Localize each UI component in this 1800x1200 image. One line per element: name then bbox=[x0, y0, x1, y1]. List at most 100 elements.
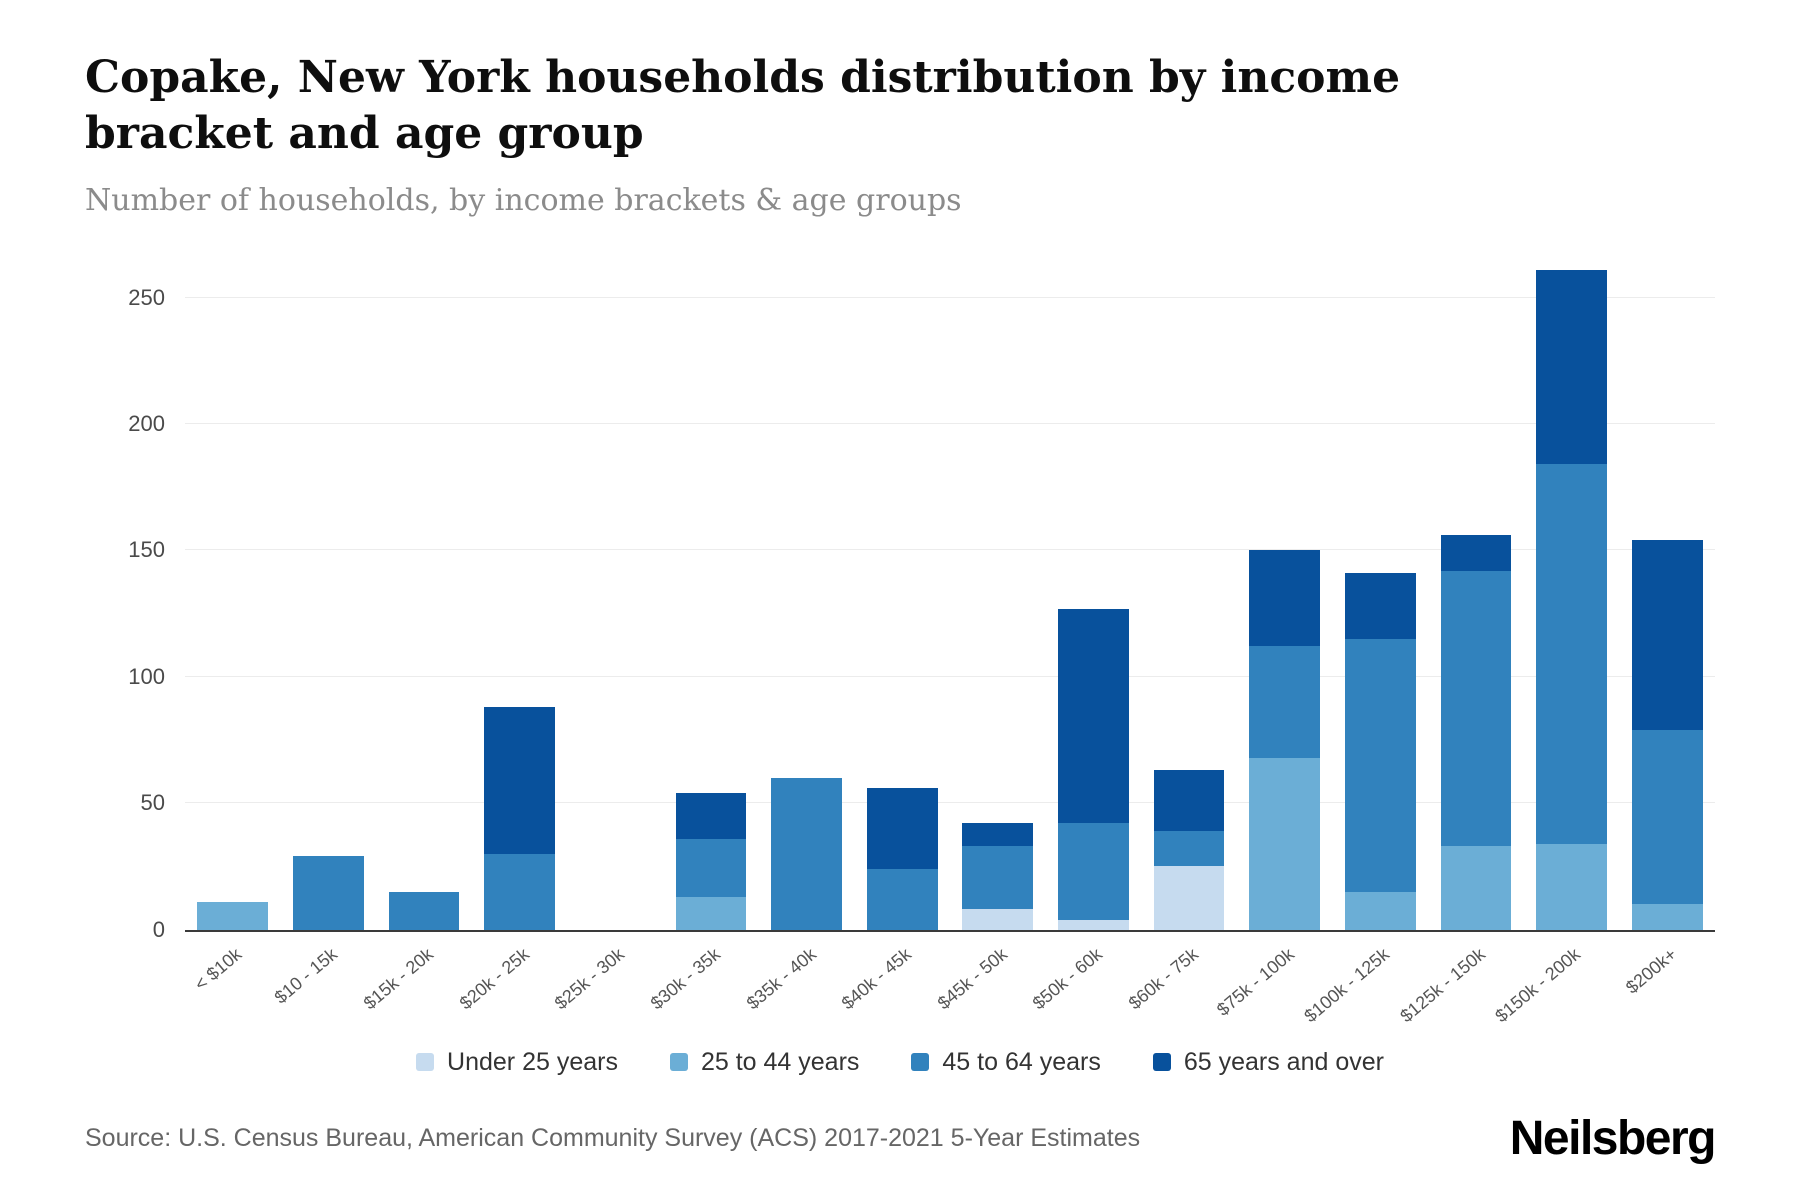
legend-label: Under 25 years bbox=[447, 1047, 618, 1076]
x-tick-label: $200k+ bbox=[1621, 943, 1681, 998]
bar-segment[interactable] bbox=[866, 788, 938, 869]
bar-segment[interactable] bbox=[675, 793, 747, 839]
bar-stack[interactable] bbox=[1153, 770, 1225, 930]
bar-stack[interactable] bbox=[388, 891, 460, 930]
bar-segment[interactable] bbox=[675, 838, 747, 897]
bar-column bbox=[663, 260, 759, 930]
x-tick: $75k - 100k bbox=[1213, 932, 1333, 1044]
bar-segment[interactable] bbox=[1440, 535, 1512, 571]
bar-column bbox=[472, 260, 568, 930]
legend-item[interactable]: 65 years and over bbox=[1152, 1048, 1384, 1077]
bar-stack[interactable] bbox=[197, 901, 269, 930]
legend-item[interactable]: Under 25 years bbox=[416, 1048, 618, 1077]
y-tick-label-0: 0 bbox=[152, 916, 165, 942]
bar-segment[interactable] bbox=[1058, 919, 1129, 930]
bars-container bbox=[185, 260, 1715, 930]
x-tick: $45k - 50k bbox=[933, 932, 1046, 1044]
bar-column bbox=[1141, 260, 1237, 930]
bar-column bbox=[1237, 260, 1333, 930]
bar-segment[interactable] bbox=[1344, 573, 1416, 639]
bar-segment[interactable] bbox=[1249, 757, 1321, 930]
legend: Under 25 years 25 to 44 years 45 to 64 yea… bbox=[85, 1048, 1715, 1077]
gridline-150 bbox=[185, 549, 1715, 551]
legend-swatch-icon bbox=[911, 1053, 930, 1072]
legend-swatch-icon bbox=[1152, 1053, 1171, 1072]
bar-segment[interactable] bbox=[1153, 770, 1225, 832]
x-tick-label: $10 - 15k bbox=[270, 943, 342, 1008]
bar-segment[interactable] bbox=[1344, 638, 1416, 892]
bar-segment[interactable] bbox=[1536, 464, 1607, 844]
bar-segment[interactable] bbox=[293, 856, 364, 930]
gridline-50 bbox=[185, 802, 1715, 804]
bar-column bbox=[281, 260, 377, 930]
bar-stack[interactable] bbox=[866, 788, 938, 930]
bar-segment[interactable] bbox=[771, 777, 842, 930]
bar-segment[interactable] bbox=[962, 909, 1034, 930]
legend-item[interactable]: 25 to 44 years bbox=[669, 1047, 860, 1077]
bar-stack[interactable] bbox=[675, 793, 747, 930]
bar-stack[interactable] bbox=[1344, 573, 1416, 930]
bar-segment[interactable] bbox=[1536, 843, 1607, 930]
bar-segment[interactable] bbox=[1058, 823, 1129, 920]
x-tick: < $10k bbox=[185, 932, 281, 1044]
bar-column bbox=[568, 260, 664, 930]
legend-item[interactable]: 45 to 64 years bbox=[911, 1048, 1101, 1077]
bar-segment[interactable] bbox=[866, 868, 938, 930]
bar-stack[interactable] bbox=[293, 856, 364, 930]
bar-segment[interactable] bbox=[388, 891, 460, 930]
x-tick: $20k - 25k bbox=[455, 932, 568, 1044]
source-text: Source: U.S. Census Bureau, American Com… bbox=[85, 1123, 1141, 1152]
bar-segment[interactable] bbox=[675, 896, 747, 930]
bar-segment[interactable] bbox=[1440, 846, 1512, 930]
bar-segment[interactable] bbox=[1153, 831, 1225, 867]
x-tick: $150k - 200k bbox=[1492, 932, 1620, 1044]
bar-stack[interactable] bbox=[1536, 269, 1607, 930]
bar-column bbox=[950, 260, 1046, 930]
gridline-100 bbox=[185, 675, 1715, 677]
bar-segment[interactable] bbox=[1631, 729, 1703, 905]
bar-stack[interactable] bbox=[1440, 535, 1512, 930]
gridline-250 bbox=[185, 296, 1715, 298]
chart-subtitle: Number of households, by income brackets… bbox=[85, 182, 962, 218]
bar-stack[interactable] bbox=[1058, 608, 1129, 930]
bar-segment[interactable] bbox=[1153, 866, 1225, 930]
bar-column bbox=[185, 260, 281, 930]
x-axis-labels: < $10k $10 - 15k $15k - 20k $20k - 25k $25k … bbox=[185, 932, 1715, 1044]
neilsberg-logo: Neilsberg bbox=[1509, 1111, 1717, 1165]
bar-segment[interactable] bbox=[1058, 608, 1129, 824]
bar-stack[interactable] bbox=[962, 823, 1034, 930]
bar-segment[interactable] bbox=[1249, 550, 1321, 647]
bar-segment[interactable] bbox=[1536, 269, 1607, 465]
gridline-200 bbox=[185, 422, 1715, 424]
plot-area bbox=[185, 260, 1715, 932]
bar-segment[interactable] bbox=[962, 823, 1034, 847]
bar-stack[interactable] bbox=[1249, 550, 1321, 930]
bar-segment[interactable] bbox=[1249, 646, 1321, 758]
bar-segment[interactable] bbox=[1631, 904, 1703, 930]
legend-swatch-icon bbox=[416, 1053, 435, 1072]
bar-segment[interactable] bbox=[1631, 540, 1703, 730]
bar-stack[interactable] bbox=[1631, 540, 1703, 930]
x-tick-label: < $10k bbox=[191, 943, 246, 995]
legend-label: 25 to 44 years bbox=[700, 1047, 860, 1076]
legend-swatch-icon bbox=[669, 1053, 688, 1072]
bar-segment[interactable] bbox=[1344, 891, 1416, 930]
bar-stack[interactable] bbox=[771, 777, 842, 930]
x-tick: $60k - 75k bbox=[1125, 932, 1237, 1044]
bar-segment[interactable] bbox=[197, 901, 269, 930]
bar-segment[interactable] bbox=[484, 707, 556, 854]
chart-footer: Source: U.S. Census Bureau, American Com… bbox=[85, 1111, 1717, 1166]
y-tick-label-250: 250 bbox=[128, 284, 165, 310]
x-tick: $50k - 60k bbox=[1029, 932, 1142, 1044]
stacked-bar-chart: 0 50 100 150 200 250 bbox=[85, 260, 1715, 942]
x-tick: $35k - 40k bbox=[742, 932, 855, 1044]
bar-segment[interactable] bbox=[1440, 570, 1512, 847]
bar-column bbox=[1619, 260, 1715, 930]
bar-segment[interactable] bbox=[484, 853, 556, 930]
bar-column bbox=[759, 260, 855, 930]
bar-stack[interactable] bbox=[484, 707, 556, 930]
bar-column bbox=[1428, 260, 1524, 930]
x-tick: $40k - 45k bbox=[838, 932, 950, 1044]
bar-segment[interactable] bbox=[962, 846, 1034, 910]
y-tick-label-50: 50 bbox=[140, 790, 165, 816]
